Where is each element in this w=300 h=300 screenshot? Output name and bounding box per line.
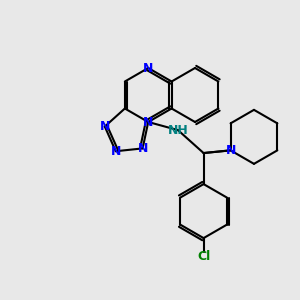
- Text: N: N: [143, 116, 153, 128]
- Text: Cl: Cl: [197, 250, 210, 263]
- Text: N: N: [111, 145, 121, 158]
- Text: N: N: [100, 120, 110, 133]
- Text: N: N: [225, 144, 236, 157]
- Text: NH: NH: [168, 124, 188, 136]
- Text: N: N: [143, 61, 153, 74]
- Text: N: N: [137, 142, 148, 155]
